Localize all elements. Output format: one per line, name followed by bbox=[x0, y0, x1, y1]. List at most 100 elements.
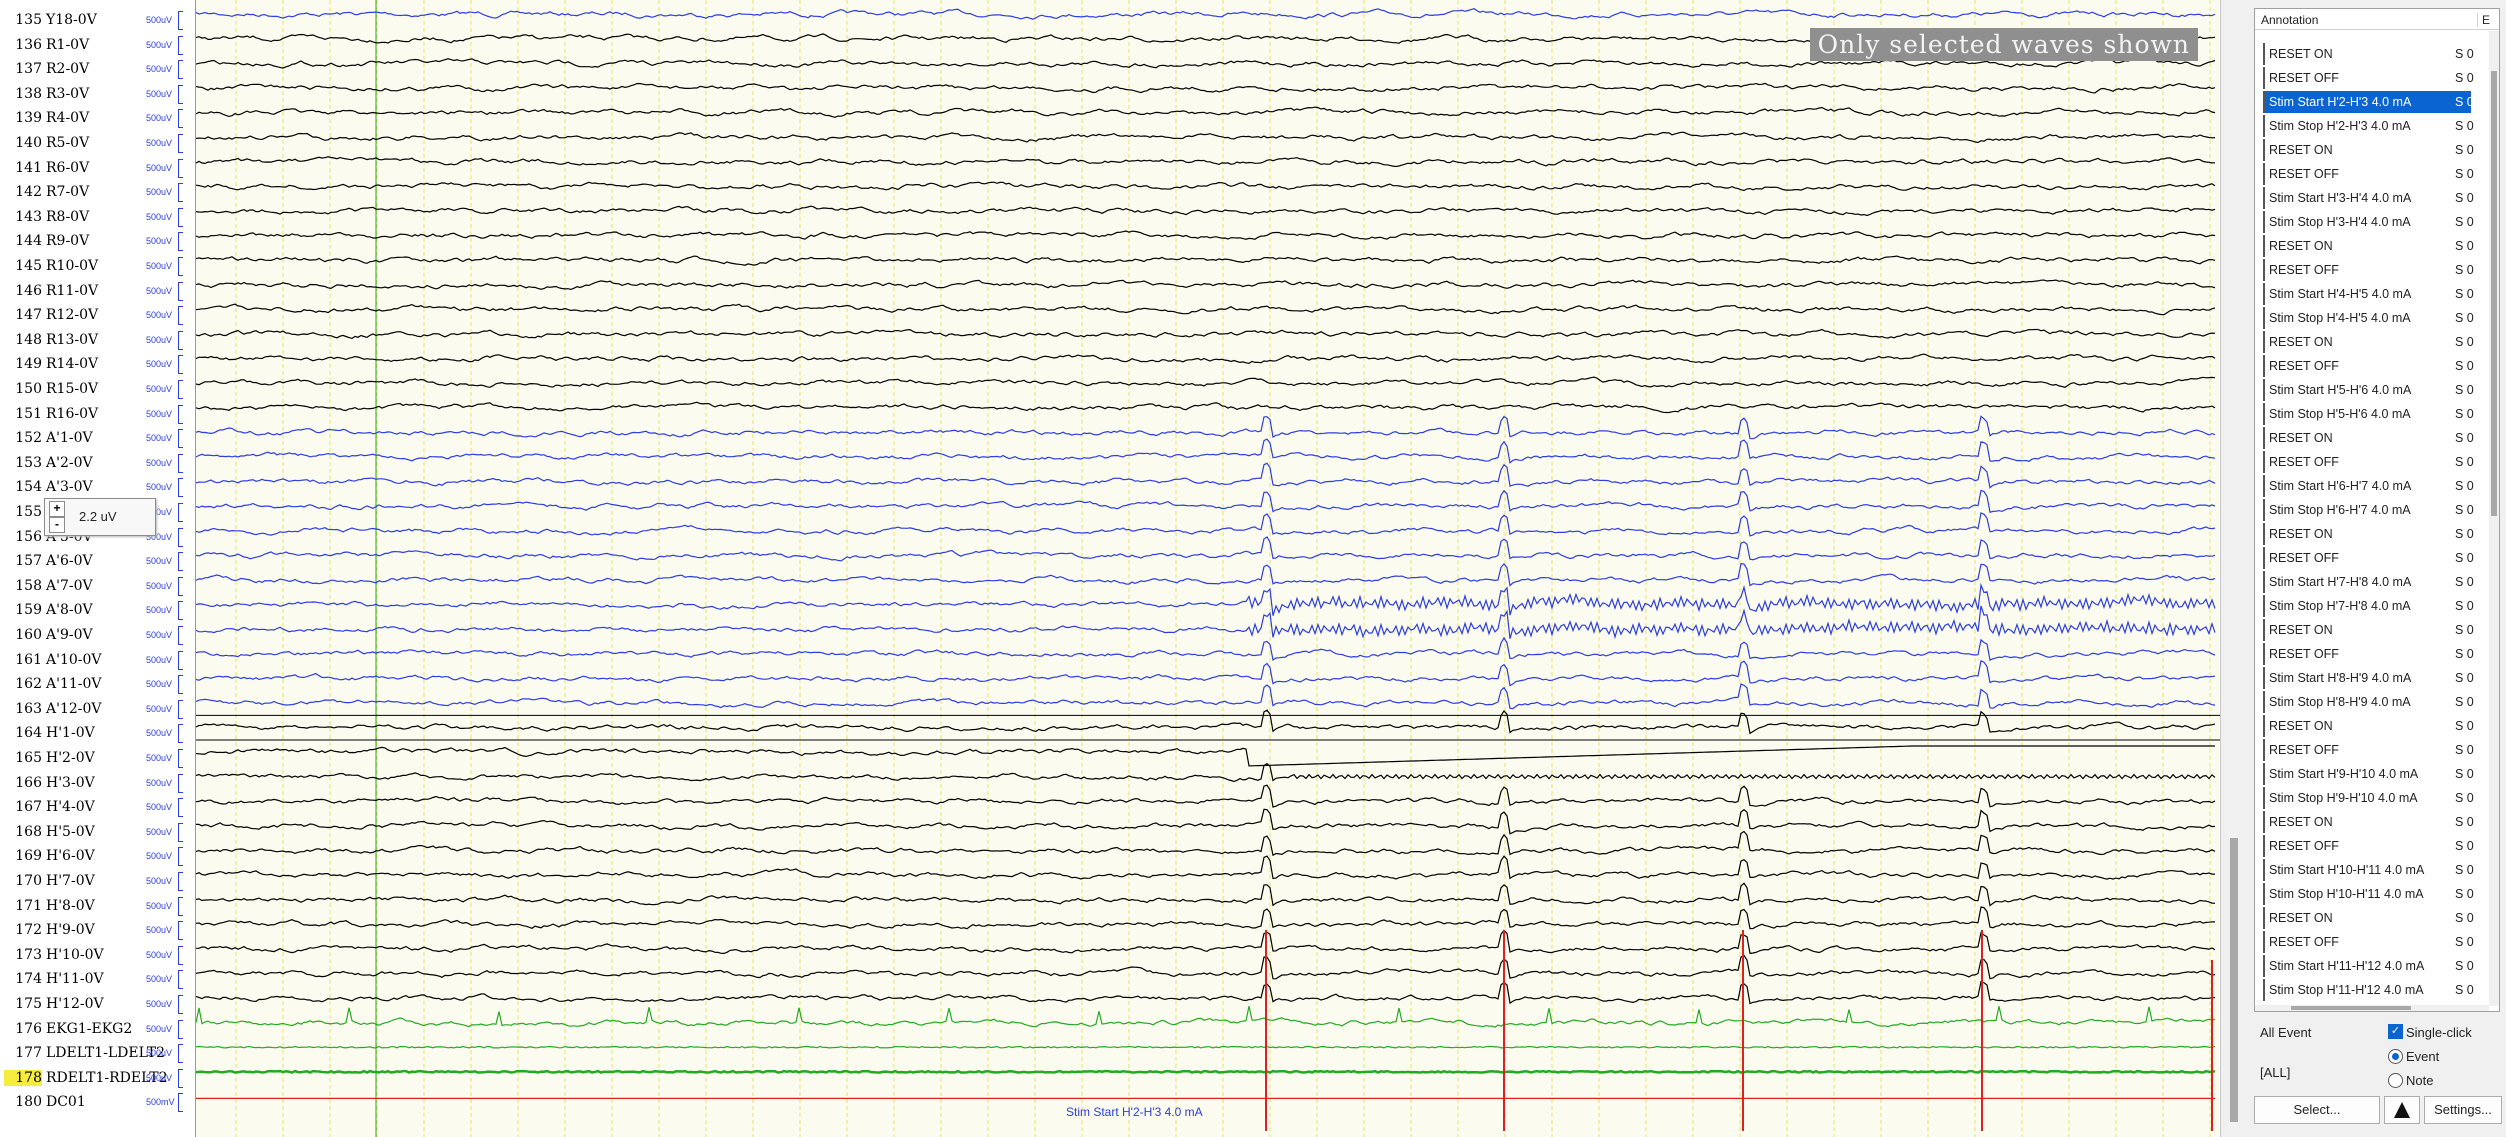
annotation-item[interactable]: RESET ON S 0 bbox=[2263, 331, 2474, 353]
channel-row[interactable]: 139 R4-0V 500uV bbox=[0, 106, 195, 130]
event-column-header[interactable]: E bbox=[2477, 13, 2490, 27]
channel-row[interactable]: 166 H'3-0V 500uV bbox=[0, 771, 195, 795]
channel-row[interactable]: 176 EKG1-EKG2 500uV bbox=[0, 1017, 195, 1041]
channel-row[interactable]: 151 R16-0V 500uV bbox=[0, 402, 195, 426]
channel-row[interactable]: 145 R10-0V 500uV bbox=[0, 254, 195, 278]
annotation-column-header[interactable]: Annotation bbox=[2261, 13, 2319, 27]
channel-row[interactable]: 173 H'10-0V 500uV bbox=[0, 943, 195, 967]
channel-row[interactable]: 138 R3-0V 500uV bbox=[0, 82, 195, 106]
annotation-item[interactable]: RESET ON S 0 bbox=[2263, 43, 2474, 65]
single-click-checkbox[interactable]: ✓ bbox=[2388, 1024, 2403, 1039]
annotation-item[interactable]: Stim Start H'7-H'8 4.0 mA S 0 bbox=[2263, 571, 2474, 593]
channel-row[interactable]: 164 H'1-0V 500uV bbox=[0, 721, 195, 745]
gain-decrease-button[interactable]: - bbox=[49, 517, 65, 533]
annotation-item[interactable]: RESET OFF S 0 bbox=[2263, 355, 2474, 377]
annotation-item[interactable]: Stim Start H'10-H'11 4.0 mA S 0 bbox=[2263, 859, 2474, 881]
note-radio[interactable] bbox=[2388, 1073, 2403, 1088]
channel-row[interactable]: 162 A'11-0V 500uV bbox=[0, 672, 195, 696]
annotation-hscroll-thumb[interactable] bbox=[2291, 1006, 2411, 1010]
annotation-item[interactable]: RESET OFF S 0 bbox=[2263, 451, 2474, 473]
annotation-item[interactable]: RESET ON S 0 bbox=[2263, 907, 2474, 929]
annotation-item[interactable]: RESET OFF S 0 bbox=[2263, 67, 2474, 89]
annotation-item[interactable]: RESET OFF S 0 bbox=[2263, 259, 2474, 281]
waveform-vertical-scrollbar[interactable] bbox=[2220, 0, 2249, 1137]
annotation-item[interactable]: RESET ON S 0 bbox=[2263, 811, 2474, 833]
channel-row[interactable]: 172 H'9-0V 500uV bbox=[0, 918, 195, 942]
annotation-item[interactable]: RESET ON S 0 bbox=[2263, 523, 2474, 545]
channel-row[interactable]: 144 R9-0V 500uV bbox=[0, 229, 195, 253]
channel-row[interactable]: 154 A'3-0V 500uV bbox=[0, 475, 195, 499]
annotation-item[interactable]: RESET ON S 0 bbox=[2263, 619, 2474, 641]
channel-row[interactable]: 147 R12-0V 500uV bbox=[0, 303, 195, 327]
channel-row[interactable]: 165 H'2-0V 500uV bbox=[0, 746, 195, 770]
channel-row[interactable]: 146 R11-0V 500uV bbox=[0, 279, 195, 303]
channel-row[interactable]: 163 A'12-0V 500uV bbox=[0, 697, 195, 721]
annotation-item[interactable]: RESET ON S 0 bbox=[2263, 427, 2474, 449]
annotation-item[interactable]: Stim Stop H'4-H'5 4.0 mA S 0 bbox=[2263, 307, 2474, 329]
annotation-item[interactable]: Stim Stop H'6-H'7 4.0 mA S 0 bbox=[2263, 499, 2474, 521]
annotation-item[interactable]: Stim Start H'9-H'10 4.0 mA S 0 bbox=[2263, 763, 2474, 785]
annotation-list[interactable]: Annotation E RESET ON S 0 RESET OFF S 0 Stim… bbox=[2254, 8, 2500, 1012]
channel-row[interactable]: 137 R2-0V 500uV bbox=[0, 57, 195, 81]
gain-increase-button[interactable]: + bbox=[49, 501, 65, 517]
annotation-item[interactable]: RESET OFF S 0 bbox=[2263, 739, 2474, 761]
triangle-up-icon[interactable] bbox=[2384, 1096, 2420, 1124]
annotation-item[interactable]: Stim Start H'8-H'9 4.0 mA S 0 bbox=[2263, 667, 2474, 689]
channel-row[interactable]: 161 A'10-0V 500uV bbox=[0, 648, 195, 672]
channel-row[interactable]: 160 A'9-0V 500uV bbox=[0, 623, 195, 647]
annotation-vertical-scrollbar[interactable] bbox=[2489, 31, 2499, 1006]
channel-row[interactable]: 175 H'12-0V 500uV bbox=[0, 992, 195, 1016]
annotation-item[interactable]: Stim Start H'2-H'3 4.0 mA S 0 bbox=[2263, 91, 2474, 113]
annotation-item[interactable]: Stim Stop H'2-H'3 4.0 mA S 0 bbox=[2263, 115, 2474, 137]
channel-row[interactable]: 150 R15-0V 500uV bbox=[0, 377, 195, 401]
annotation-item[interactable]: RESET ON S 0 bbox=[2263, 715, 2474, 737]
annotation-item[interactable]: RESET OFF S 0 bbox=[2263, 931, 2474, 953]
channel-row[interactable]: 171 H'8-0V 500uV bbox=[0, 894, 195, 918]
channel-row[interactable]: 157 A'6-0V 500uV bbox=[0, 549, 195, 573]
channel-row[interactable]: 149 R14-0V 500uV bbox=[0, 352, 195, 376]
annotation-item[interactable]: Stim Stop H'9-H'10 4.0 mA S 0 bbox=[2263, 787, 2474, 809]
annotation-item[interactable]: Stim Stop H'8-H'9 4.0 mA S 0 bbox=[2263, 691, 2474, 713]
channel-row[interactable]: 143 R8-0V 500uV bbox=[0, 205, 195, 229]
channel-row[interactable]: 169 H'6-0V 500uV bbox=[0, 844, 195, 868]
settings-button[interactable]: Settings... bbox=[2424, 1096, 2502, 1124]
annotation-item[interactable]: RESET OFF S 0 bbox=[2263, 547, 2474, 569]
channel-row[interactable]: 140 R5-0V 500uV bbox=[0, 131, 195, 155]
select-button[interactable]: Select... bbox=[2254, 1096, 2380, 1124]
annotation-item[interactable]: Stim Start H'5-H'6 4.0 mA S 0 bbox=[2263, 379, 2474, 401]
annotation-item[interactable]: Stim Stop H'10-H'11 4.0 mA S 0 bbox=[2263, 883, 2474, 905]
channel-row[interactable]: 177 LDELT1-LDELT2 500uV bbox=[0, 1041, 195, 1065]
annotation-item[interactable]: RESET OFF S 0 bbox=[2263, 835, 2474, 857]
channel-row[interactable]: 152 A'1-0V 500uV bbox=[0, 426, 195, 450]
event-radio[interactable] bbox=[2388, 1049, 2403, 1064]
annotation-item[interactable]: Stim Start H'6-H'7 4.0 mA S 0 bbox=[2263, 475, 2474, 497]
annotation-item[interactable]: Stim Stop H'3-H'4 4.0 mA S 0 bbox=[2263, 211, 2474, 233]
channel-row[interactable]: 141 R6-0V 500uV bbox=[0, 156, 195, 180]
annotation-item[interactable]: Stim Start H'4-H'5 4.0 mA S 0 bbox=[2263, 283, 2474, 305]
annotation-item[interactable]: Stim Start H'11-H'12 4.0 mA S 0 bbox=[2263, 955, 2474, 977]
annotation-item[interactable]: RESET OFF S 0 bbox=[2263, 163, 2474, 185]
channel-row[interactable]: 148 R13-0V 500uV bbox=[0, 328, 195, 352]
annotation-item[interactable]: RESET OFF S 0 bbox=[2263, 643, 2474, 665]
channel-row[interactable]: 170 H'7-0V 500uV bbox=[0, 869, 195, 893]
channel-row[interactable]: 142 R7-0V 500uV bbox=[0, 180, 195, 204]
channel-row[interactable]: 180 DC01 500mV bbox=[0, 1090, 195, 1114]
channel-row[interactable]: 135 Y18-0V 500uV bbox=[0, 8, 195, 32]
annotation-item[interactable]: Stim Start H'3-H'4 4.0 mA S 0 bbox=[2263, 187, 2474, 209]
annotation-item[interactable]: Stim Stop H'7-H'8 4.0 mA S 0 bbox=[2263, 595, 2474, 617]
channel-row[interactable]: 153 A'2-0V 500uV bbox=[0, 451, 195, 475]
annotation-item[interactable]: RESET ON S 0 bbox=[2263, 139, 2474, 161]
channel-row[interactable]: 174 H'11-0V 500uV bbox=[0, 967, 195, 991]
waveform-canvas[interactable]: Stim Start H'2-H'3 4.0 mA bbox=[196, 0, 2220, 1137]
channel-row[interactable]: 168 H'5-0V 500uV bbox=[0, 820, 195, 844]
annotation-item[interactable]: RESET ON S 0 bbox=[2263, 235, 2474, 257]
channel-row[interactable]: 167 H'4-0V 500uV bbox=[0, 795, 195, 819]
channel-row[interactable]: 178 RDELT1-RDELT2 500uV bbox=[0, 1066, 195, 1090]
annotation-scroll-thumb[interactable] bbox=[2491, 71, 2497, 516]
annotation-item[interactable]: Stim Stop H'5-H'6 4.0 mA S 0 bbox=[2263, 403, 2474, 425]
channel-row[interactable]: 159 A'8-0V 500uV bbox=[0, 598, 195, 622]
waveform-display[interactable]: Stim Start H'2-H'3 4.0 mA Only selected … bbox=[196, 0, 2220, 1137]
annotation-horizontal-scrollbar[interactable] bbox=[2255, 1005, 2489, 1011]
channel-row[interactable]: 136 R1-0V 500uV bbox=[0, 33, 195, 57]
channel-row[interactable]: 158 A'7-0V 500uV bbox=[0, 574, 195, 598]
